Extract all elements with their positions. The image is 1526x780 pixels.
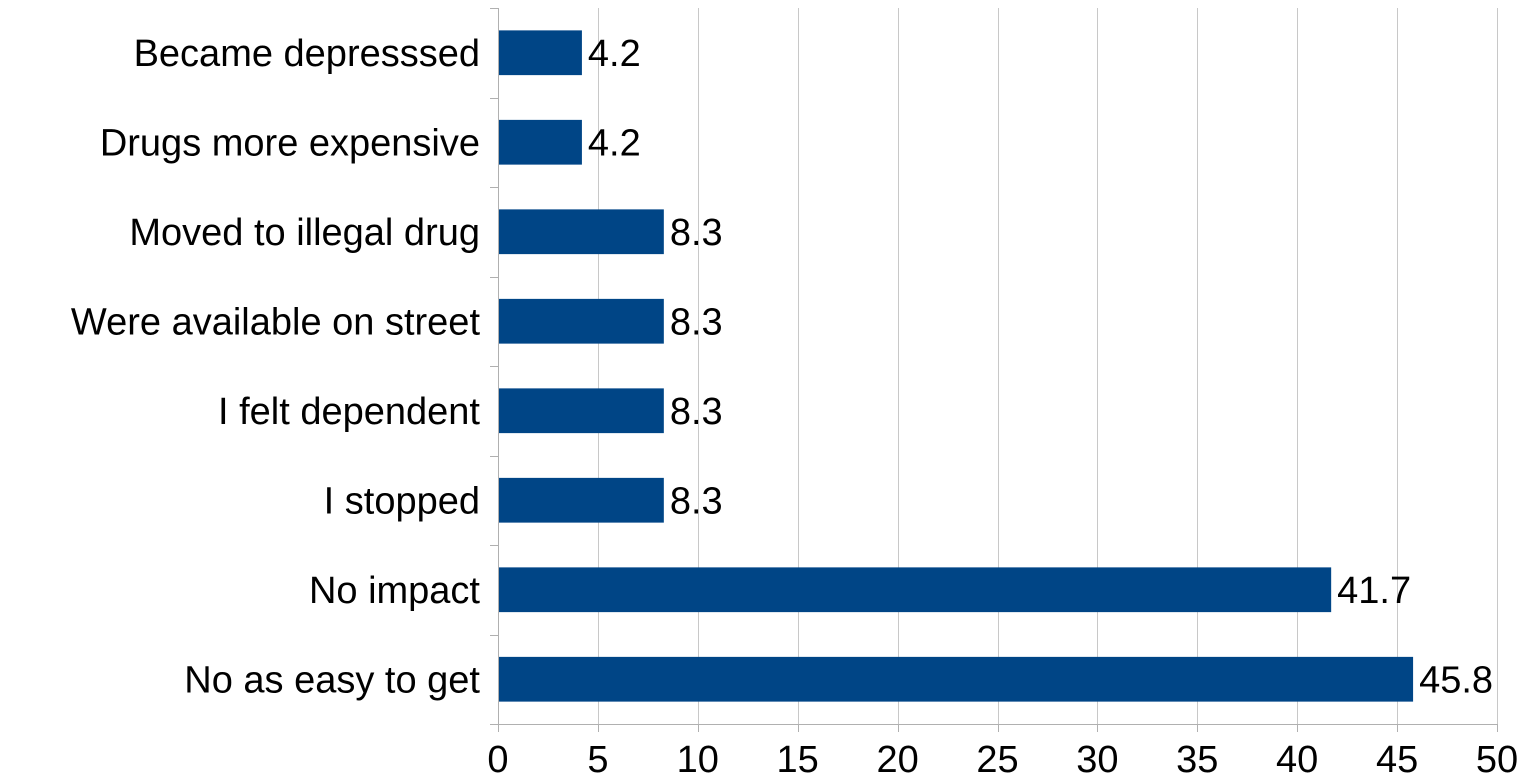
labels: 0 5 10 15 20 25 30 35 40 45 50 Became depresssed 4.2…: [71, 33, 1518, 780]
bar: [499, 30, 582, 76]
data-label: 45.8: [1419, 659, 1493, 701]
x-tick-label: 45: [1376, 739, 1418, 780]
bar: [499, 656, 1414, 702]
category-label: Drugs more expensive: [100, 122, 480, 164]
x-tick-label: 15: [777, 739, 819, 780]
x-tick-label: 0: [487, 739, 508, 780]
x-tick-label: 35: [1176, 739, 1218, 780]
data-label: 4.2: [588, 33, 641, 75]
category-label: No as easy to get: [184, 659, 480, 701]
bar: [499, 298, 664, 344]
category-label: I stopped: [324, 480, 480, 522]
category-label: No impact: [309, 570, 480, 612]
x-tick-label: 20: [876, 739, 918, 780]
bar: [499, 567, 1332, 613]
x-tick-label: 50: [1476, 739, 1518, 780]
data-label: 8.3: [670, 301, 723, 343]
category-label: Were available on street: [71, 301, 481, 343]
data-label: 4.2: [588, 122, 641, 164]
bar: [499, 119, 582, 165]
category-label: I felt dependent: [218, 391, 480, 433]
category-label: Became depresssed: [134, 33, 480, 75]
data-label: 8.3: [670, 391, 723, 433]
bar: [499, 477, 664, 523]
x-tick-label: 40: [1276, 739, 1318, 780]
bar: [499, 209, 664, 255]
gridlines: [598, 8, 1498, 724]
bar: [499, 388, 664, 434]
data-label: 8.3: [670, 212, 723, 254]
bars: [499, 30, 1414, 702]
category-label: Moved to illegal drug: [129, 212, 480, 254]
axes: [490, 8, 1498, 732]
data-label: 41.7: [1337, 570, 1411, 612]
x-tick-label: 5: [587, 739, 608, 780]
x-tick-label: 25: [976, 739, 1018, 780]
data-label: 8.3: [670, 480, 723, 522]
x-tick-label: 30: [1076, 739, 1118, 780]
x-tick-label: 10: [677, 739, 719, 780]
